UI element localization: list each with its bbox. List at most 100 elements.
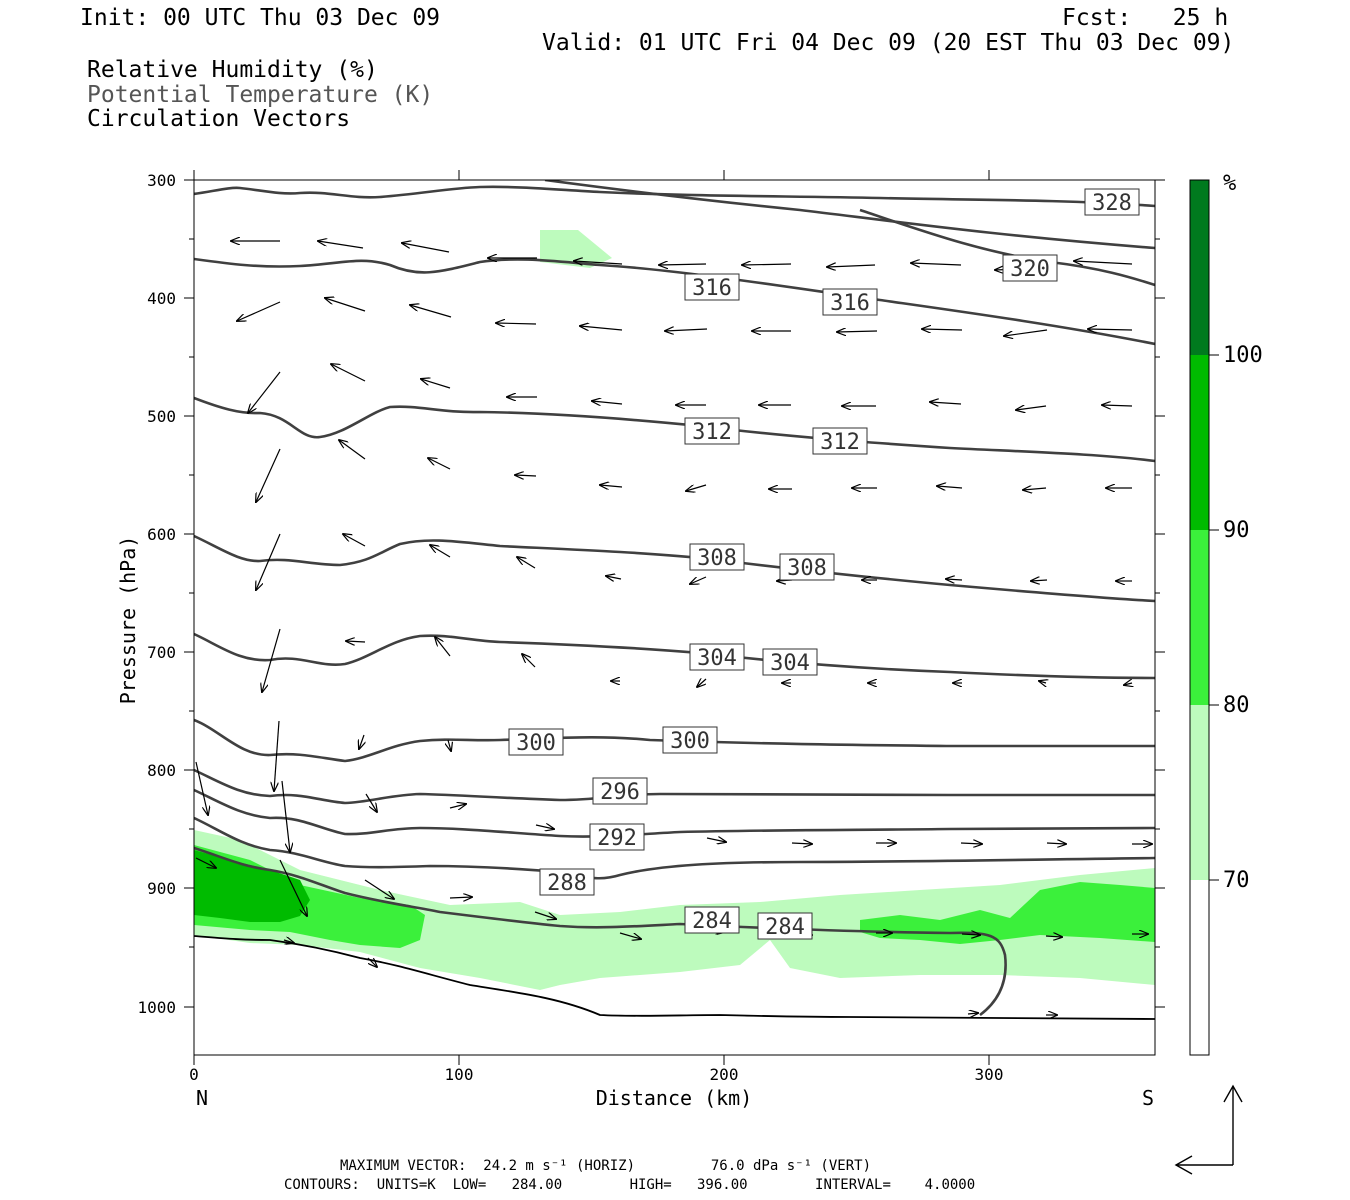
svg-text:284: 284 <box>765 915 805 940</box>
svg-text:320: 320 <box>1010 257 1050 282</box>
vector <box>237 301 281 321</box>
vector <box>325 298 366 312</box>
svg-text:328: 328 <box>1092 191 1132 216</box>
theta-288-line <box>194 816 1155 880</box>
svg-text:296: 296 <box>600 780 640 805</box>
vector <box>1074 261 1133 264</box>
vector <box>365 793 377 812</box>
vector <box>496 323 537 324</box>
vector <box>346 641 366 642</box>
vector <box>1088 329 1133 330</box>
vector <box>421 379 451 389</box>
vector <box>697 679 707 687</box>
vector <box>690 576 707 584</box>
vector <box>410 305 452 318</box>
svg-text:312: 312 <box>692 420 732 445</box>
vector <box>592 401 623 404</box>
legend-theta: Potential Temperature (K) <box>87 82 434 108</box>
svg-text:308: 308 <box>697 546 737 571</box>
vector <box>742 264 792 265</box>
vector <box>248 371 281 413</box>
theta-label: 300 <box>508 728 564 756</box>
vector <box>665 329 708 331</box>
y-tick-label: 400 <box>147 289 176 308</box>
vector <box>364 879 394 899</box>
y-tick-label: 600 <box>147 525 176 544</box>
vector <box>449 804 466 808</box>
svg-text:292: 292 <box>597 826 637 851</box>
vector <box>283 940 294 943</box>
vector <box>837 331 878 332</box>
legend-vectors: Circulation Vectors <box>87 106 351 132</box>
vector <box>791 843 812 844</box>
vector <box>1046 843 1066 844</box>
vector <box>534 911 556 919</box>
theta-324-line <box>544 180 1155 250</box>
vector <box>428 458 451 470</box>
colorbar-label: 90 <box>1223 518 1250 543</box>
x-end-label-north: N <box>196 1086 208 1110</box>
svg-text:308: 308 <box>787 556 827 581</box>
vector <box>402 243 450 253</box>
theta-label: 304 <box>762 648 818 676</box>
svg-text:304: 304 <box>770 651 810 676</box>
vector <box>911 263 962 265</box>
rh-shading <box>194 230 1155 990</box>
vector <box>262 628 281 692</box>
contour-info: CONTOURS: UNITS=K LOW= 284.00 HIGH= 396.… <box>284 1177 976 1193</box>
y-tick-label: 800 <box>147 761 176 780</box>
max-vector-note: MAXIMUM VECTOR: 24.2 m s⁻¹ (HORIZ) 76.0 … <box>340 1158 872 1174</box>
y-tick-label: 700 <box>147 643 176 662</box>
colorbar <box>1189 179 1219 1056</box>
theta-284-line <box>194 846 1007 1017</box>
x-tick-label: 200 <box>710 1065 739 1084</box>
vector <box>1031 580 1048 581</box>
svg-text:304: 304 <box>697 646 737 671</box>
vector <box>1039 681 1046 683</box>
vector <box>256 448 281 502</box>
theta-320-line <box>194 257 1155 346</box>
theta-296-line <box>194 768 1155 805</box>
colorbar-unit: % <box>1223 171 1236 196</box>
vector <box>195 761 208 815</box>
rh-80-region-right <box>860 882 1155 944</box>
theta-label: 304 <box>689 643 745 671</box>
colorbar-label: 100 <box>1223 343 1263 368</box>
init-time: Init: 00 UTC Thu 03 Dec 09 <box>80 5 441 31</box>
vector <box>331 364 366 382</box>
rh-90-region <box>194 850 310 922</box>
vector <box>448 739 451 751</box>
theta-312-line <box>194 396 1155 463</box>
vector <box>706 838 726 842</box>
surface-pressure-line <box>194 935 1155 1020</box>
theta-label: 300 <box>662 726 718 754</box>
vector <box>359 734 364 749</box>
vector <box>967 1013 978 1014</box>
x-axis <box>193 170 990 1065</box>
vector <box>281 780 290 852</box>
vector <box>930 402 962 404</box>
vector <box>686 484 707 491</box>
theta-label: 312 <box>684 417 740 445</box>
vector <box>1045 936 1062 937</box>
vector <box>515 475 537 476</box>
vector <box>430 545 451 558</box>
svg-text:300: 300 <box>516 731 556 756</box>
plot-frame <box>193 179 1156 1056</box>
vector <box>580 326 623 330</box>
colorbar-label: 70 <box>1223 868 1250 893</box>
legend-rh: Relative Humidity (%) <box>87 57 378 83</box>
y-axis-label: Pressure (hPa) <box>116 536 140 705</box>
vector <box>279 859 307 916</box>
y-tick-label: 900 <box>147 879 176 898</box>
vector <box>659 264 707 265</box>
vector <box>606 576 622 579</box>
vector <box>435 637 451 657</box>
y-axis <box>184 179 1165 1008</box>
theta-292-line <box>194 788 1155 838</box>
theta-label: 320 <box>1002 254 1058 282</box>
vector <box>1102 405 1133 406</box>
theta-304-line <box>194 632 1155 680</box>
vector <box>600 485 623 487</box>
